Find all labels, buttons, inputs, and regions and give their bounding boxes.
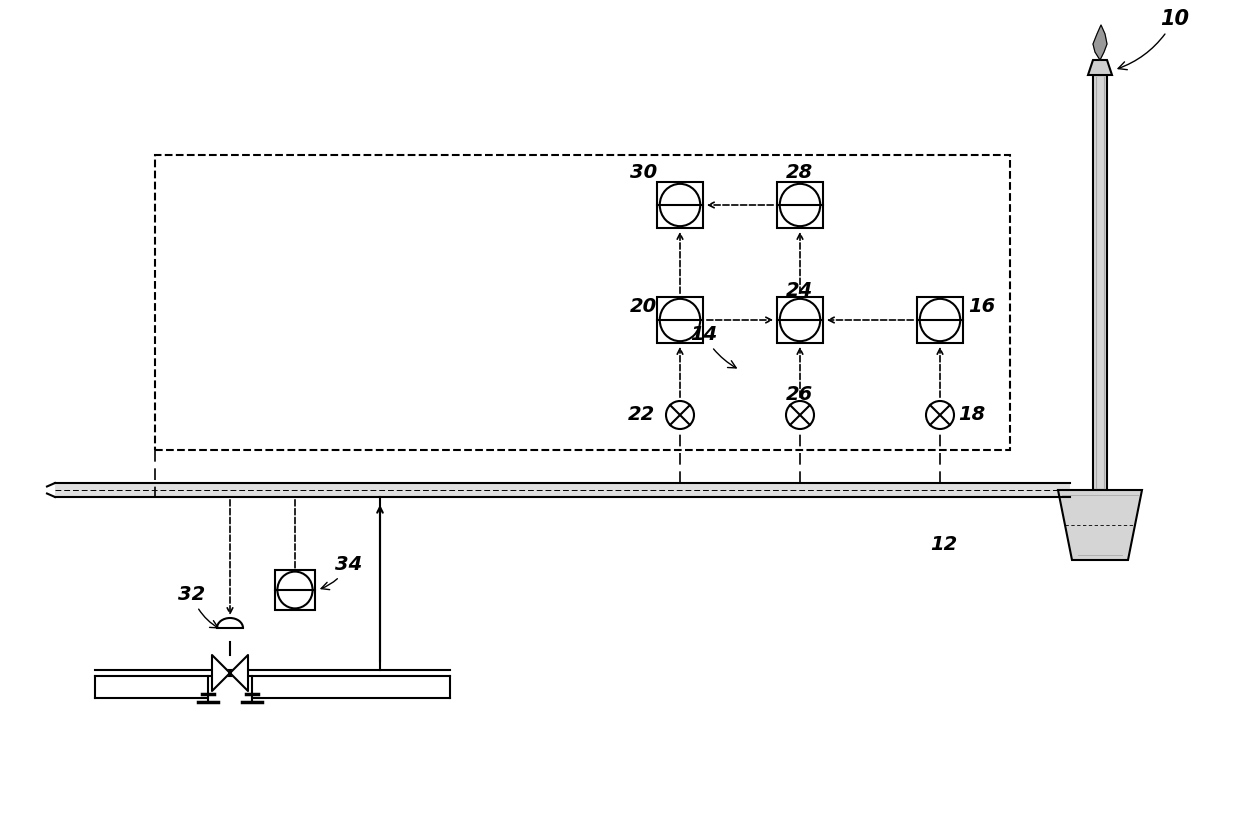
Bar bbox=[657, 182, 703, 228]
Circle shape bbox=[666, 401, 694, 429]
Ellipse shape bbox=[920, 299, 960, 341]
Bar bbox=[777, 297, 823, 343]
Text: 12: 12 bbox=[930, 535, 957, 554]
Polygon shape bbox=[1058, 490, 1142, 560]
Ellipse shape bbox=[278, 571, 312, 609]
Text: 14: 14 bbox=[689, 325, 737, 368]
Text: 18: 18 bbox=[959, 406, 986, 425]
Text: 30: 30 bbox=[630, 164, 657, 183]
Bar bbox=[155, 155, 1011, 450]
Text: 20: 20 bbox=[630, 297, 657, 315]
Ellipse shape bbox=[780, 299, 820, 341]
Polygon shape bbox=[229, 655, 248, 691]
Circle shape bbox=[786, 401, 813, 429]
Text: 22: 22 bbox=[627, 406, 655, 425]
Text: 16: 16 bbox=[968, 297, 996, 315]
Circle shape bbox=[926, 401, 954, 429]
Text: 28: 28 bbox=[786, 164, 813, 183]
Bar bbox=[918, 297, 963, 343]
Text: 10: 10 bbox=[1118, 9, 1189, 70]
Bar bbox=[55, 483, 1070, 497]
Bar bbox=[275, 570, 315, 610]
Bar bbox=[657, 297, 703, 343]
Text: 24: 24 bbox=[786, 280, 813, 299]
Text: 32: 32 bbox=[179, 585, 218, 628]
Bar bbox=[777, 182, 823, 228]
Ellipse shape bbox=[660, 299, 701, 341]
Polygon shape bbox=[1092, 25, 1107, 60]
Text: 34: 34 bbox=[321, 555, 362, 589]
Bar bbox=[1092, 75, 1107, 490]
Ellipse shape bbox=[660, 184, 701, 226]
Ellipse shape bbox=[780, 184, 820, 226]
Polygon shape bbox=[1087, 60, 1112, 75]
Text: 26: 26 bbox=[786, 385, 813, 404]
Polygon shape bbox=[212, 655, 229, 691]
